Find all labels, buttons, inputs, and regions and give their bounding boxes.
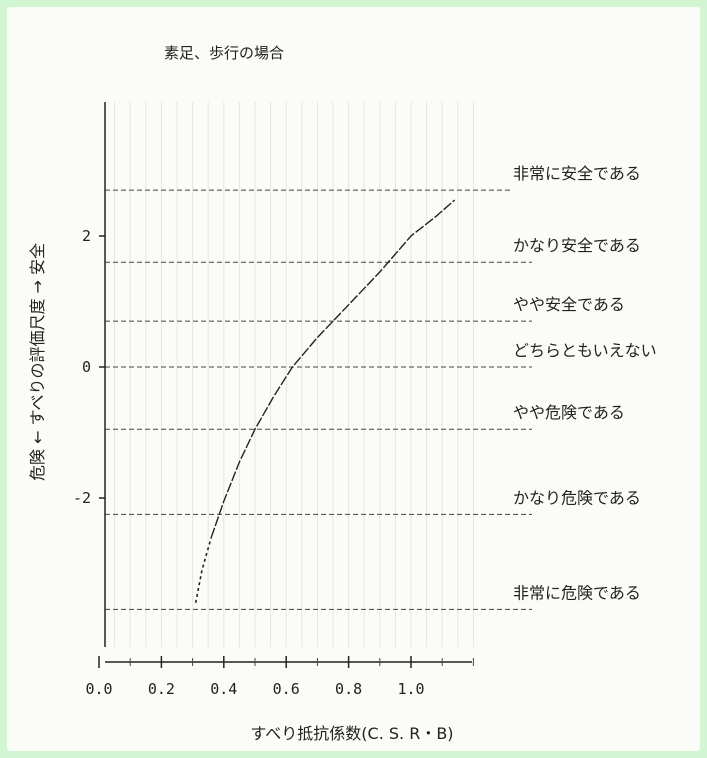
axes [104,102,472,663]
y-axis-label: 危険 ← すべりの評価尺度 → 安全 [28,243,47,481]
x-tick-label: 1.0 [397,680,424,698]
y-tick-label: 0 [82,358,91,376]
series-line [210,199,456,538]
ticks: 0.0 0.2 0.4 0.6 0.8 1.0 2 0 -2 [73,227,474,698]
x-tick-label: 0.0 [85,680,112,698]
category-label: やや危険である [513,403,625,422]
grid [114,102,474,647]
x-tick-label: 0.4 [210,680,237,698]
y-tick-label: 2 [82,227,91,245]
category-label: やや安全である [513,295,625,314]
x-axis-label: すべり抵抗係数(C. S. R・B) [250,724,453,743]
category-labels: 非常に安全であるかなり安全であるやや安全であるどちらともいえないやや危険であるか… [513,164,657,602]
reference-lines [105,189,532,610]
category-label: かなり安全である [513,236,641,255]
category-label: どちらともいえない [513,341,657,360]
chart-frame: 0.0 0.2 0.4 0.6 0.8 1.0 2 0 -2 非常に安全である かなり安全であるや… [7,7,700,751]
x-tick-label: 0.6 [273,680,300,698]
series [194,199,456,603]
chart: 0.0 0.2 0.4 0.6 0.8 1.0 2 0 -2 非常に安全であるかなり安全であるや… [28,44,657,743]
chart-title: 素足、歩行の場合 [164,44,284,62]
category-label: かなり危険である [513,488,641,507]
x-tick-label: 0.2 [148,680,175,698]
category-label: 非常に危険である [513,583,641,602]
y-tick-label: -2 [73,489,91,507]
x-tick-label: 0.8 [335,680,362,698]
series-line-start [194,537,213,603]
category-label: 非常に安全である [513,164,641,183]
